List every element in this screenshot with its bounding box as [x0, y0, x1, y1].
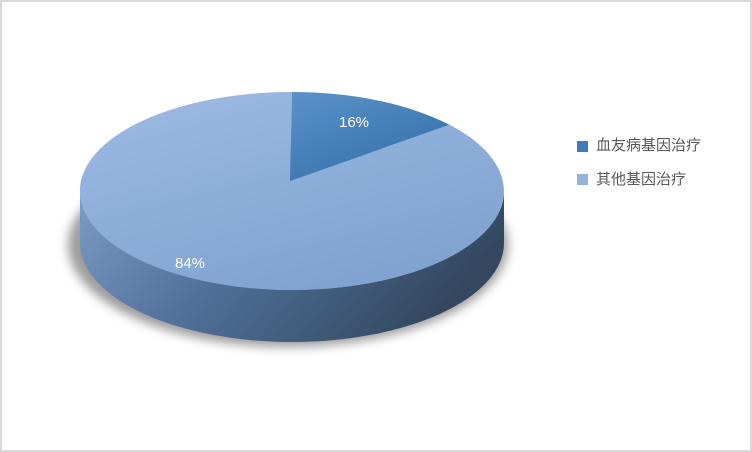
- data-label-16: 16%: [339, 114, 369, 131]
- legend-label-other: 其他基因治疗: [596, 170, 687, 188]
- legend-swatch-hemophilia: [577, 140, 588, 152]
- legend-item-other[interactable]: 其他基因治疗: [577, 170, 701, 189]
- legend: 血友病基因治疗 其他基因治疗: [577, 137, 702, 205]
- legend-item-hemophilia[interactable]: 血友病基因治疗: [577, 137, 702, 155]
- pie-slice-other-gene-therapy[interactable]: [79, 92, 504, 290]
- data-label-84: 84%: [175, 255, 205, 272]
- pie-slice-hemophilia-gene-therapy[interactable]: [290, 92, 450, 181]
- legend-label-hemophilia: 血友病基因治疗: [596, 137, 702, 154]
- pie-side-wall[interactable]: [80, 191, 504, 342]
- legend-swatch-other: [577, 174, 588, 186]
